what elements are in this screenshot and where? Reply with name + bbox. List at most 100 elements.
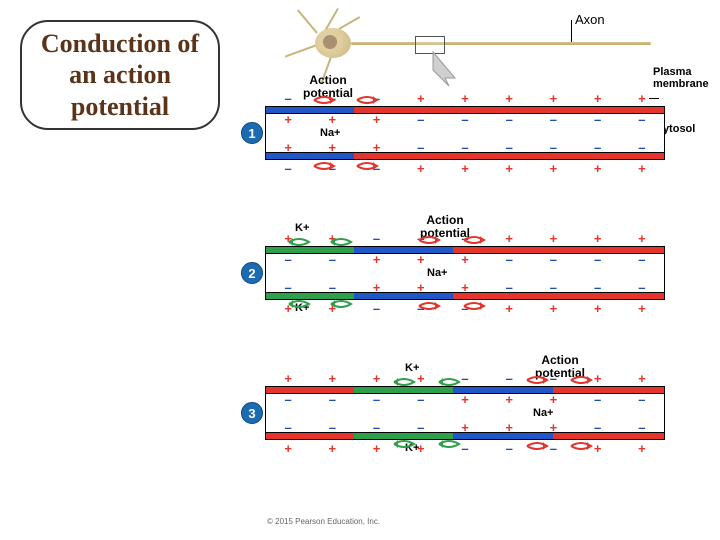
na-flow-arrow	[415, 288, 443, 308]
segment	[266, 387, 354, 393]
minus-charge: –	[487, 114, 531, 126]
axon-label: Axon	[575, 12, 605, 27]
plasma-membrane-label: Plasma membrane	[653, 66, 713, 90]
na-flow-arrow	[310, 148, 338, 168]
na-flow-arrow	[415, 238, 443, 258]
title-text: Conduction of an action potential	[30, 28, 210, 122]
plus-charge: +	[266, 142, 310, 154]
minus-charge: –	[354, 233, 398, 245]
step-number-1: 1	[241, 122, 263, 144]
minus-charge: –	[310, 394, 354, 406]
na-label-2: Na+	[427, 267, 448, 279]
step-number-2: 2	[241, 262, 263, 284]
k-flow-arrow	[327, 236, 355, 256]
plus-charge: +	[354, 282, 398, 294]
k-flow-arrow	[285, 290, 313, 310]
k-flow-arrow	[390, 430, 418, 450]
minus-charge: –	[266, 93, 310, 105]
copyright-text: © 2015 Pearson Education, Inc.	[267, 517, 380, 526]
plus-charge: +	[531, 303, 575, 315]
plus-charge: +	[531, 93, 575, 105]
charges-out-top-3: ++++–––++	[266, 373, 664, 385]
minus-charge: –	[443, 142, 487, 154]
plus-charge: +	[310, 373, 354, 385]
zoom-arrow-icon	[425, 50, 465, 90]
minus-charge: –	[620, 282, 664, 294]
panel-3: 3 Action potential ++++–––++ ––––+++–– –…	[265, 376, 700, 476]
plus-charge: +	[620, 303, 664, 315]
neuron-illustration: Axon	[275, 8, 685, 78]
minus-charge: –	[531, 142, 575, 154]
dendrite	[339, 16, 361, 30]
panel-1: 1 Action potential –––++++++ +++–––––– +…	[265, 96, 700, 196]
plus-charge: +	[531, 233, 575, 245]
plasma-membrane-text: Plasma membrane	[653, 66, 709, 90]
plus-charge: +	[620, 163, 664, 175]
plus-charge: +	[266, 114, 310, 126]
panel-2: 2 Action potential ++–––++++ ––+++–––– –…	[265, 236, 700, 336]
title-box: Conduction of an action potential	[20, 20, 220, 130]
plus-charge: +	[620, 443, 664, 455]
minus-charge: –	[576, 282, 620, 294]
na-flow-arrow	[567, 428, 595, 448]
minus-charge: –	[399, 142, 443, 154]
minus-charge: –	[531, 282, 575, 294]
k-flow-arrow	[435, 430, 463, 450]
minus-charge: –	[443, 114, 487, 126]
minus-charge: –	[354, 303, 398, 315]
minus-charge: –	[620, 254, 664, 266]
minus-charge: –	[487, 254, 531, 266]
minus-charge: –	[487, 142, 531, 154]
dendrite	[285, 44, 318, 58]
minus-charge: –	[620, 422, 664, 434]
charges-out-bot-3: ++++–––++	[266, 443, 664, 455]
minus-charge: –	[531, 254, 575, 266]
na-label-1: Na+	[320, 127, 341, 139]
minus-charge: –	[266, 163, 310, 175]
na-flow-arrow	[353, 148, 381, 168]
k-flow-arrow	[435, 376, 463, 396]
k-flow-arrow	[285, 236, 313, 256]
neuron-axon	[351, 42, 651, 45]
plus-charge: +	[487, 93, 531, 105]
na-flow-arrow	[310, 98, 338, 118]
na-label-3: Na+	[533, 407, 554, 419]
plus-charge: +	[443, 93, 487, 105]
minus-charge: –	[576, 142, 620, 154]
minus-charge: –	[487, 282, 531, 294]
na-flow-arrow	[460, 288, 488, 308]
plus-charge: +	[266, 443, 310, 455]
minus-charge: –	[576, 114, 620, 126]
k-flow-arrow	[390, 376, 418, 396]
charges-in-bot-3: ––––+++––	[266, 422, 664, 434]
plus-charge: +	[620, 233, 664, 245]
plus-charge: +	[354, 254, 398, 266]
na-flow-arrow	[523, 378, 551, 398]
dendrite	[297, 9, 318, 33]
plus-charge: +	[487, 303, 531, 315]
plus-charge: +	[620, 93, 664, 105]
plus-charge: +	[576, 233, 620, 245]
na-flow-arrow	[460, 238, 488, 258]
na-flow-arrow	[567, 378, 595, 398]
neuron-nucleus	[323, 35, 337, 49]
k-label-3-top: K+	[405, 362, 419, 374]
plus-charge: +	[576, 303, 620, 315]
plus-charge: +	[399, 163, 443, 175]
minus-charge: –	[620, 394, 664, 406]
minus-charge: –	[576, 254, 620, 266]
plus-charge: +	[443, 163, 487, 175]
na-flow-arrow	[523, 428, 551, 448]
plus-charge: +	[487, 163, 531, 175]
plus-charge: +	[266, 373, 310, 385]
na-flow-arrow	[353, 98, 381, 118]
minus-charge: –	[310, 422, 354, 434]
plus-charge: +	[620, 373, 664, 385]
plus-charge: +	[310, 443, 354, 455]
membrane-3: ++++–––++ ––––+++–– ––––+++–– ++++–––++	[265, 386, 665, 440]
k-label-2-top: K+	[295, 222, 309, 234]
minus-charge: –	[266, 394, 310, 406]
minus-charge: –	[266, 422, 310, 434]
plus-charge: +	[576, 163, 620, 175]
diagram-area: Axon Plasma membrane Cytosol 1 Action po…	[245, 8, 715, 528]
